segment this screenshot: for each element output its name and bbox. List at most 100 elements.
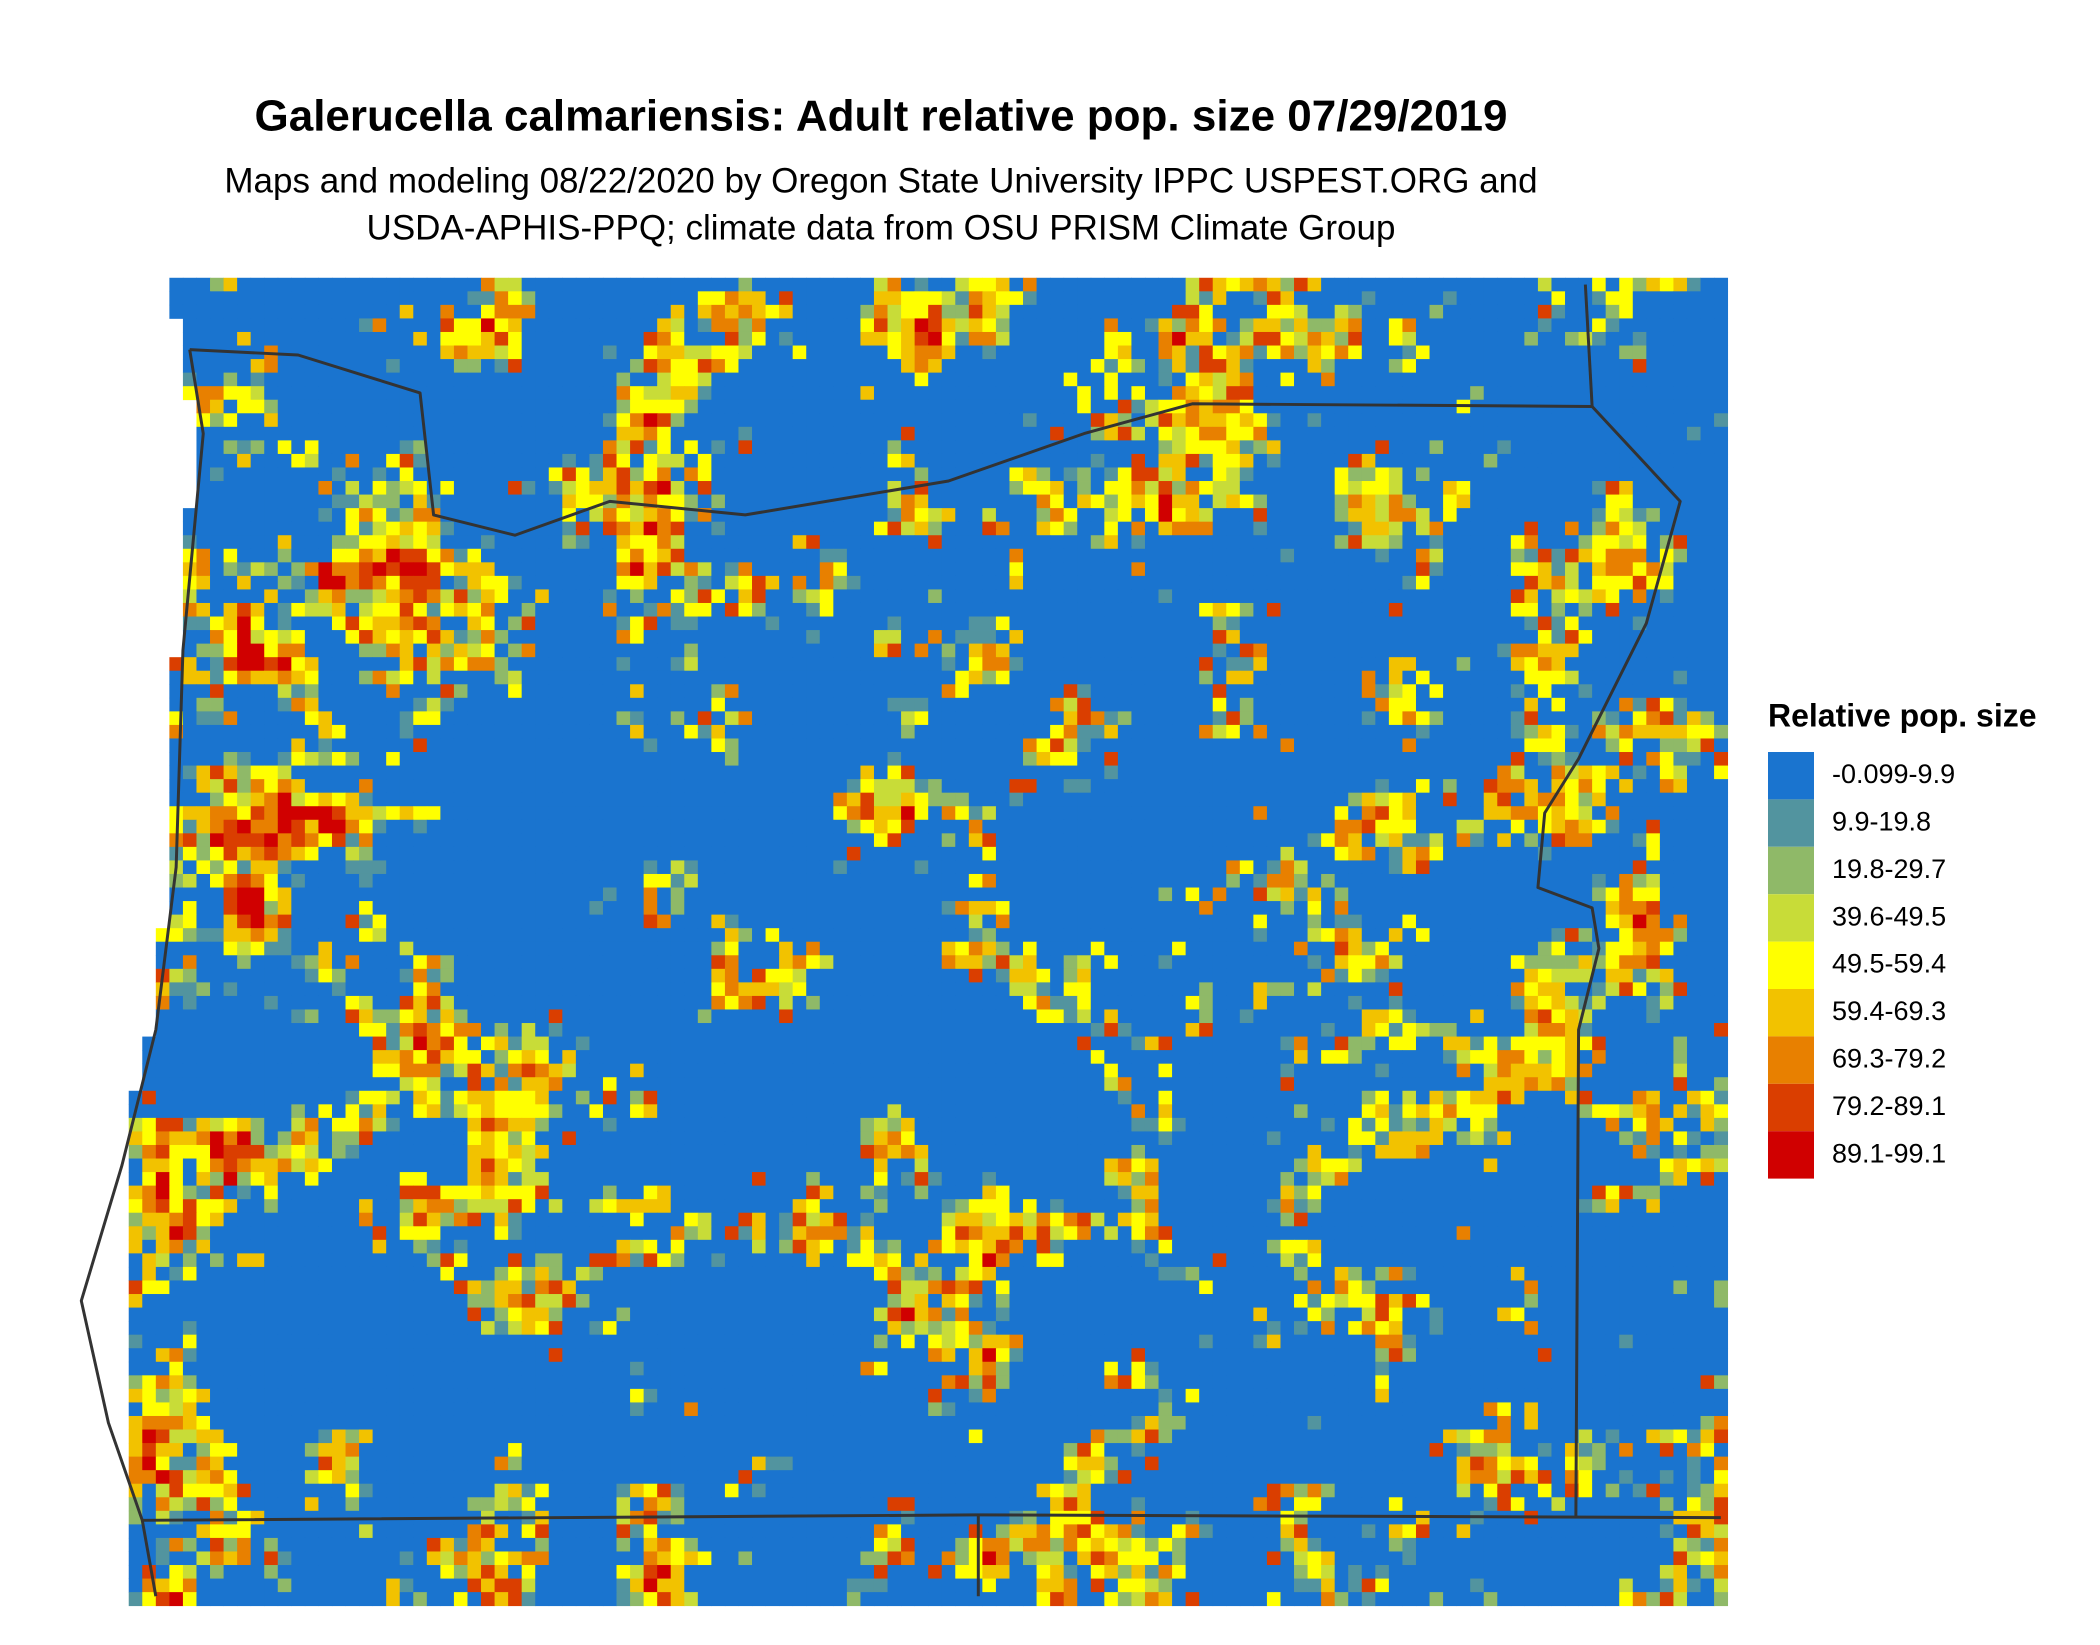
map-cell	[1659, 630, 1674, 645]
map-cell	[182, 670, 197, 685]
map-cell	[1023, 372, 1037, 387]
map-cell	[995, 535, 1010, 550]
map-cell	[1212, 819, 1227, 834]
map-cell	[1023, 589, 1037, 604]
map-cell	[1551, 331, 1566, 346]
map-cell	[453, 304, 468, 319]
map-cell	[1605, 481, 1620, 495]
map-cell	[1158, 359, 1173, 374]
map-cell	[1050, 413, 1065, 428]
map-cell	[1497, 630, 1512, 645]
map-cell	[1673, 291, 1688, 306]
map-cell	[453, 752, 468, 766]
map-cell	[508, 548, 523, 563]
map-cell	[860, 792, 875, 807]
map-cell	[1659, 643, 1674, 658]
map-cell	[1131, 643, 1146, 658]
map-cell	[616, 792, 631, 807]
map-cell	[345, 697, 360, 712]
map-cell	[1700, 399, 1715, 414]
map-cell	[331, 846, 346, 861]
map-cell	[738, 657, 753, 672]
map-cell	[440, 670, 455, 685]
map-cell	[1646, 345, 1661, 360]
map-cell	[670, 657, 685, 672]
map-cell	[968, 318, 983, 333]
map-cell	[304, 616, 319, 631]
map-cell	[1158, 657, 1173, 672]
map-cell	[819, 453, 834, 468]
map-cell	[724, 806, 739, 821]
map-cell	[1524, 819, 1539, 834]
map-cell	[1239, 643, 1254, 658]
map-cell	[1009, 846, 1024, 861]
map-cell	[697, 304, 712, 319]
map-cell	[237, 806, 252, 821]
map-cell	[1348, 535, 1363, 550]
map-cell	[1402, 372, 1417, 387]
map-cell	[1415, 602, 1430, 617]
map-cell	[1321, 684, 1336, 699]
map-cell	[1239, 345, 1254, 360]
map-cell	[318, 331, 333, 346]
map-cell	[846, 616, 861, 631]
map-cell	[386, 399, 401, 414]
map-cell	[521, 616, 536, 631]
map-cell	[1294, 602, 1308, 617]
map-cell	[1443, 277, 1458, 292]
map-cell	[792, 277, 807, 292]
map-cell	[752, 711, 766, 726]
map-cell	[1266, 765, 1281, 780]
map-cell	[1063, 657, 1078, 672]
map-cell	[1307, 359, 1322, 374]
map-cell	[670, 318, 685, 333]
map-cell	[426, 616, 441, 631]
map-cell	[1375, 467, 1390, 482]
map-cell	[264, 657, 279, 672]
map-cell	[1402, 643, 1417, 658]
map-cell	[602, 359, 617, 374]
map-cell	[237, 467, 252, 482]
map-cell	[1158, 304, 1173, 319]
map-cell	[277, 684, 292, 699]
map-cell	[819, 304, 834, 319]
map-cell	[792, 589, 807, 604]
map-cell	[995, 440, 1010, 455]
map-cell	[277, 819, 292, 834]
map-cell	[562, 860, 577, 875]
map-cell	[1266, 426, 1281, 441]
map-cell	[1199, 440, 1214, 455]
map-cell	[1605, 711, 1620, 726]
map-cell	[1375, 548, 1390, 563]
map-cell	[494, 846, 509, 861]
map-cell	[982, 616, 997, 631]
map-cell	[1605, 779, 1620, 794]
map-cell	[264, 752, 279, 766]
map-cell	[1686, 399, 1701, 414]
map-cell	[1565, 575, 1579, 590]
map-cell	[196, 548, 211, 563]
map-cell	[331, 535, 346, 550]
map-cell	[223, 453, 238, 468]
map-cell	[1334, 453, 1349, 468]
map-cell	[724, 657, 739, 672]
map-cell	[210, 345, 224, 360]
map-cell	[1199, 331, 1214, 346]
map-cell	[291, 630, 306, 645]
map-cell	[535, 562, 550, 577]
map-cell	[1294, 359, 1308, 374]
map-cell	[602, 481, 617, 495]
map-cell	[968, 711, 983, 726]
map-cell	[386, 521, 401, 536]
map-cell	[196, 453, 211, 468]
map-cell	[697, 819, 712, 834]
map-cell	[1524, 792, 1539, 807]
map-cell	[1185, 304, 1200, 319]
map-cell	[928, 575, 943, 590]
map-cell	[413, 670, 428, 685]
map-cell	[901, 752, 916, 766]
map-cell	[955, 372, 970, 387]
map-cell	[548, 494, 563, 509]
map-cell	[887, 670, 902, 685]
map-cell	[1483, 345, 1498, 360]
